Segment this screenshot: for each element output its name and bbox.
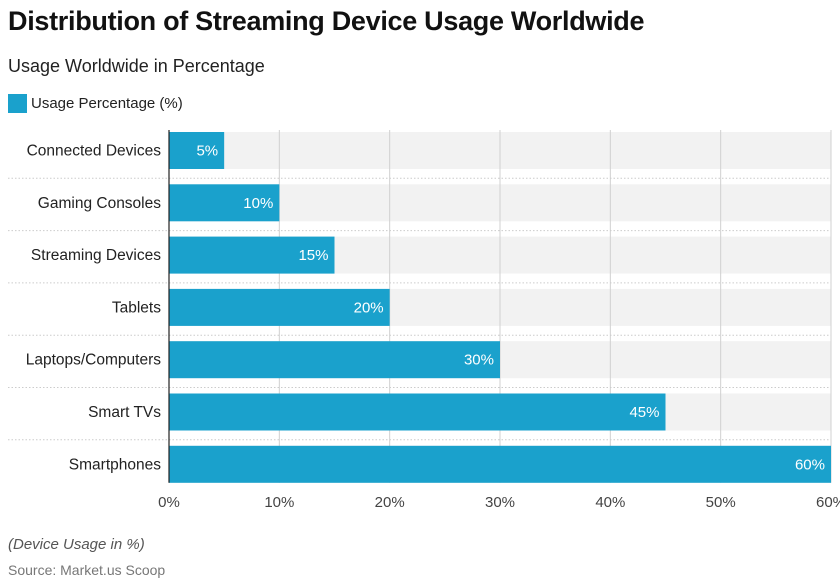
bar: [169, 236, 335, 274]
category-label: Connected Devices: [27, 143, 162, 160]
data-label: 45%: [629, 404, 659, 421]
x-tick-label: 20%: [375, 494, 405, 511]
legend: Usage Percentage (%): [8, 94, 183, 113]
x-tick-label: 10%: [264, 494, 294, 511]
data-label: 5%: [196, 143, 218, 160]
x-tick-label: 60%: [816, 494, 840, 511]
source: Source: Market.us Scoop: [8, 562, 166, 578]
bar: [169, 184, 280, 222]
bar: [169, 288, 390, 326]
x-tick-label: 50%: [706, 494, 736, 511]
x-tick-label: 0%: [158, 494, 180, 511]
bar: [169, 445, 831, 483]
category-label: Laptops/Computers: [26, 352, 162, 369]
legend-label: Usage Percentage (%): [31, 95, 183, 112]
legend-swatch: [8, 94, 27, 113]
chart-title: Distribution of Streaming Device Usage W…: [8, 6, 645, 36]
data-label: 30%: [464, 352, 494, 369]
x-tick-label: 30%: [485, 494, 515, 511]
footnote: (Device Usage in %): [8, 536, 145, 553]
category-label: Streaming Devices: [31, 247, 161, 264]
chart-subtitle: Usage Worldwide in Percentage: [8, 56, 265, 76]
data-label: 15%: [298, 247, 328, 264]
bar: [169, 393, 666, 431]
bar-chart: 0% 10% 20% 30% 40% 50% 60% Connected Devices 5% G…: [8, 130, 840, 511]
category-label: Smartphones: [69, 456, 161, 473]
x-tick-label: 40%: [595, 494, 625, 511]
data-label: 20%: [354, 299, 384, 316]
category-label: Gaming Consoles: [38, 195, 161, 212]
data-label: 10%: [243, 195, 273, 212]
category-label: Tablets: [112, 299, 161, 316]
bar: [169, 132, 225, 169]
category-label: Smart TVs: [88, 404, 161, 421]
data-label: 60%: [795, 456, 825, 473]
bar: [169, 341, 500, 379]
